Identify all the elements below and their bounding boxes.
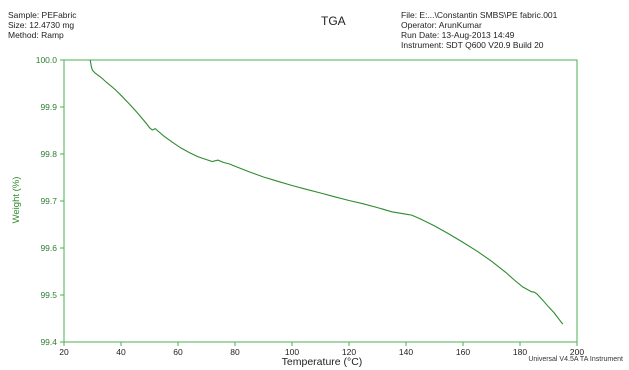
y-tick-label: 99.7 xyxy=(40,196,57,206)
x-tick-label: 200 xyxy=(570,347,584,357)
sample-name: Sample: PEFabric xyxy=(8,10,77,20)
run-date: Run Date: 13-Aug-2013 14:49 xyxy=(401,30,515,40)
method: Method: Ramp xyxy=(8,30,64,40)
instrument: Instrument: SDT Q600 V20.9 Build 20 xyxy=(401,40,544,50)
y-tick-label: 99.5 xyxy=(40,290,57,300)
operator: Operator: ArunKumar xyxy=(401,20,482,30)
x-tick-label: 20 xyxy=(59,347,69,357)
x-tick-label: 40 xyxy=(116,347,126,357)
y-axis-ticks: 100.0 99.9 99.8 99.7 99.6 99.5 99.4 xyxy=(36,55,64,347)
x-tick-label: 100 xyxy=(285,347,299,357)
sample-info: Sample: PEFabric Size: 12.4730 mg Method… xyxy=(8,10,77,40)
x-tick-label: 120 xyxy=(342,347,356,357)
x-axis-ticks: 20 40 60 80 100 120 140 160 180 200 xyxy=(59,342,584,357)
x-tick-label: 180 xyxy=(513,347,527,357)
y-tick-label: 99.8 xyxy=(40,149,57,159)
y-tick-label: 100.0 xyxy=(36,55,58,65)
y-axis-label: Weight (%) xyxy=(11,177,22,224)
y-tick-label: 99.9 xyxy=(40,102,57,112)
x-tick-label: 80 xyxy=(230,347,240,357)
plot-frame xyxy=(63,59,578,343)
x-tick-label: 140 xyxy=(399,347,413,357)
file-path: File: E:...\Constantin SMBS\PE fabric.00… xyxy=(401,10,558,20)
chart-title: TGA xyxy=(321,14,346,28)
sample-size: Size: 12.4730 mg xyxy=(8,20,75,30)
weight-curve xyxy=(89,59,564,325)
footer-note: Universal V4.5A TA Instrument xyxy=(528,356,623,363)
file-info: File: E:...\Constantin SMBS\PE fabric.00… xyxy=(401,10,557,50)
y-tick-label: 99.4 xyxy=(40,337,57,347)
x-axis-label: Temperature (°C) xyxy=(282,356,363,368)
x-tick-label: 60 xyxy=(173,347,183,357)
x-tick-label: 160 xyxy=(456,347,470,357)
y-tick-label: 99.6 xyxy=(40,243,57,253)
